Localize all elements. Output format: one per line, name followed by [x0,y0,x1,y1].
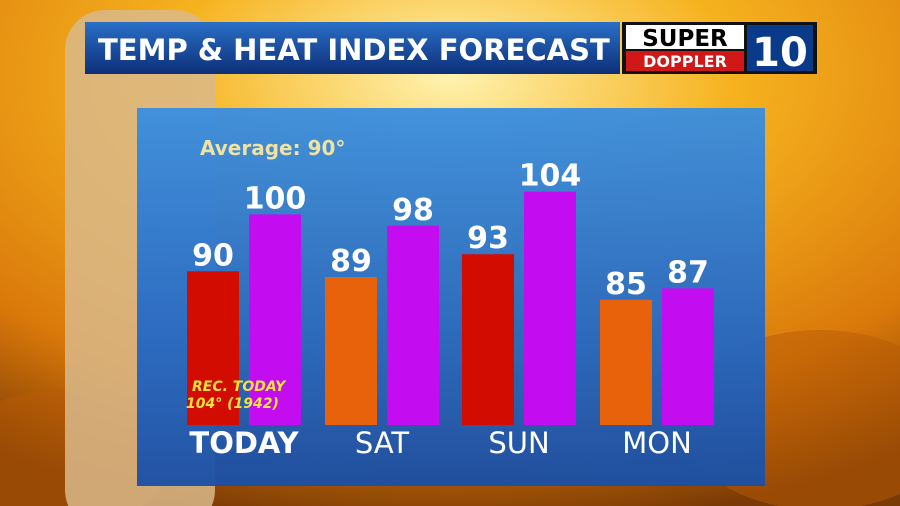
plot: TODAY 90 100 SAT 89 98 SUN 93 104 MON 85 87 [187,159,714,460]
bar [187,271,239,425]
record-note: 104° (1942) [186,396,279,412]
value-label: 100 [244,181,307,216]
record-note: REC. TODAY [192,379,287,395]
value-label: 85 [605,267,647,302]
logo-line1: SUPER [642,26,728,52]
logo-number: 10 [752,30,808,76]
bar [524,191,576,425]
logo-box [626,51,744,71]
value-label: 93 [467,221,509,256]
logo: SUPER DOPPLER 10 [622,22,817,76]
value-label: 104 [519,159,582,194]
x-tick-label: MON [622,426,692,460]
title-band [85,22,620,74]
average-note: Average: 90° [200,136,345,160]
bar [325,277,377,425]
value-label: 98 [392,193,434,228]
value-label: 89 [330,244,372,279]
logo-box [626,25,744,49]
x-tick-label: SAT [355,426,410,460]
logo-box [747,25,813,71]
value-label: 90 [192,238,234,273]
value-label: 87 [667,255,709,290]
title: TEMP & HEAT INDEX FORECAST [98,33,610,67]
x-tick-label: TODAY [189,426,299,460]
bar [600,299,652,425]
logo-line2: DOPPLER [643,52,727,71]
bar [249,214,301,425]
bar [662,288,714,425]
x-tick-label: SUN [488,426,549,460]
bar [387,225,439,425]
bar [462,254,514,425]
chart-panel [137,108,765,486]
